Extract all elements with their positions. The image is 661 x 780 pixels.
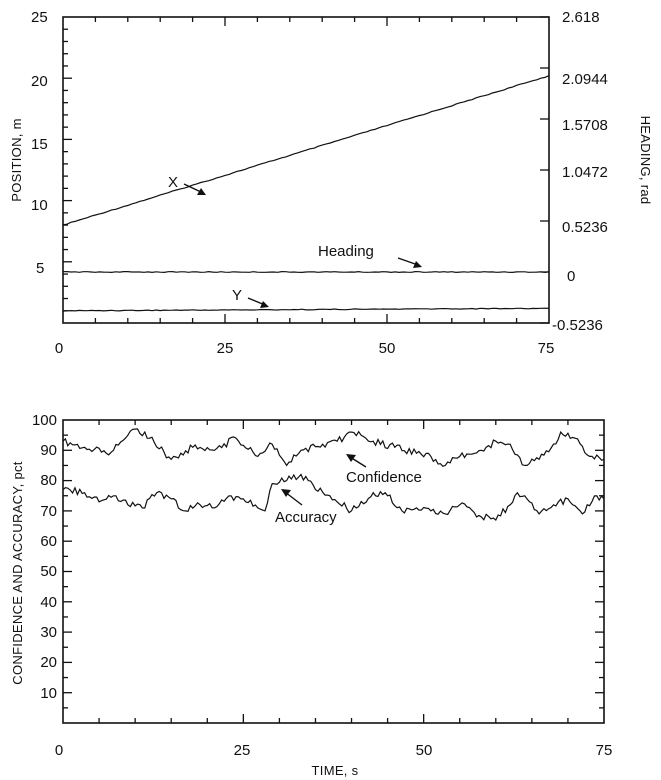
top-x-tick-label: 25 (217, 340, 234, 357)
confidence-annotation-arrowhead (346, 454, 356, 462)
bottom-ticks (63, 420, 604, 723)
bottom-y-tick-label: 10 (40, 685, 57, 702)
bottom-y-tick-label: 60 (40, 533, 57, 550)
top-y-tick-label: 10 (31, 197, 48, 214)
y-series-annotation: Y (232, 287, 242, 304)
bottom-y-tick-label: 90 (40, 442, 57, 459)
x-annotation-arrowhead (197, 188, 206, 195)
top-y-tick-label: 15 (31, 136, 48, 153)
bottom-y-axis-title: CONFIDENCE AND ACCURACY, pct (10, 461, 25, 685)
bottom-y-tick-label: 80 (40, 472, 57, 489)
top-y-axis-title: POSITION, m (9, 118, 24, 201)
bottom-y-tick-label: 100 (32, 412, 57, 429)
heading-series-annotation: Heading (318, 243, 374, 260)
x-series-annotation: X (168, 174, 178, 191)
top-y-tick-label: 5 (36, 260, 44, 277)
top-y2-tick-label: 1.0472 (562, 164, 608, 181)
top-y2-tick-label: -0.5236 (552, 317, 603, 334)
top-y2-tick-label: 1.5708 (562, 117, 608, 134)
bottom-panel: 100 90 80 70 60 50 40 30 20 10 0 25 50 7… (10, 412, 612, 778)
series-line-accuracy (62, 473, 605, 521)
accuracy-annotation-arrowhead (281, 489, 291, 497)
top-y2-axis-title: HEADING, rad (638, 116, 653, 205)
series-line-x (62, 75, 550, 226)
top-x-tick-label: 0 (55, 340, 63, 357)
bottom-y-tick-label: 20 (40, 654, 57, 671)
bottom-y-tick-label: 70 (40, 503, 57, 520)
bottom-y-tick-label: 30 (40, 624, 57, 641)
top-plot-frame (62, 16, 550, 324)
bottom-x-axis-title: TIME, s (312, 763, 359, 778)
top-x-tick-label: 75 (538, 340, 555, 357)
top-y-tick-label: 20 (31, 73, 48, 90)
heading-annotation-arrow (397, 257, 419, 266)
series-line-y (62, 307, 550, 312)
heading-annotation-arrowhead (413, 261, 422, 268)
top-x-tick-label: 50 (379, 340, 396, 357)
y-annotation-arrowhead (260, 301, 269, 308)
top-ticks (63, 16, 549, 324)
top-y-tick-label: 25 (31, 9, 48, 26)
top-y2-tick-label: 2.618 (562, 9, 600, 26)
top-y2-tick-label: 0.5236 (562, 219, 608, 236)
top-series (62, 75, 550, 312)
bottom-x-tick-label: 75 (596, 742, 613, 759)
bottom-x-tick-label: 50 (416, 742, 433, 759)
series-line-heading (62, 270, 550, 274)
confidence-series-annotation: Confidence (346, 469, 422, 486)
bottom-y-tick-label: 50 (40, 563, 57, 580)
top-y2-tick-label: 0 (567, 268, 575, 285)
top-panel: 25 20 15 10 5 2.618 2.0944 1.5708 1.0472… (9, 9, 653, 357)
bottom-y-tick-label: 40 (40, 594, 57, 611)
bottom-x-tick-label: 0 (55, 742, 63, 759)
accuracy-series-annotation: Accuracy (275, 509, 337, 526)
series-line-confidence (62, 428, 605, 468)
top-y2-tick-label: 2.0944 (562, 71, 608, 88)
bottom-series (62, 428, 605, 521)
bottom-x-tick-label: 25 (234, 742, 251, 759)
